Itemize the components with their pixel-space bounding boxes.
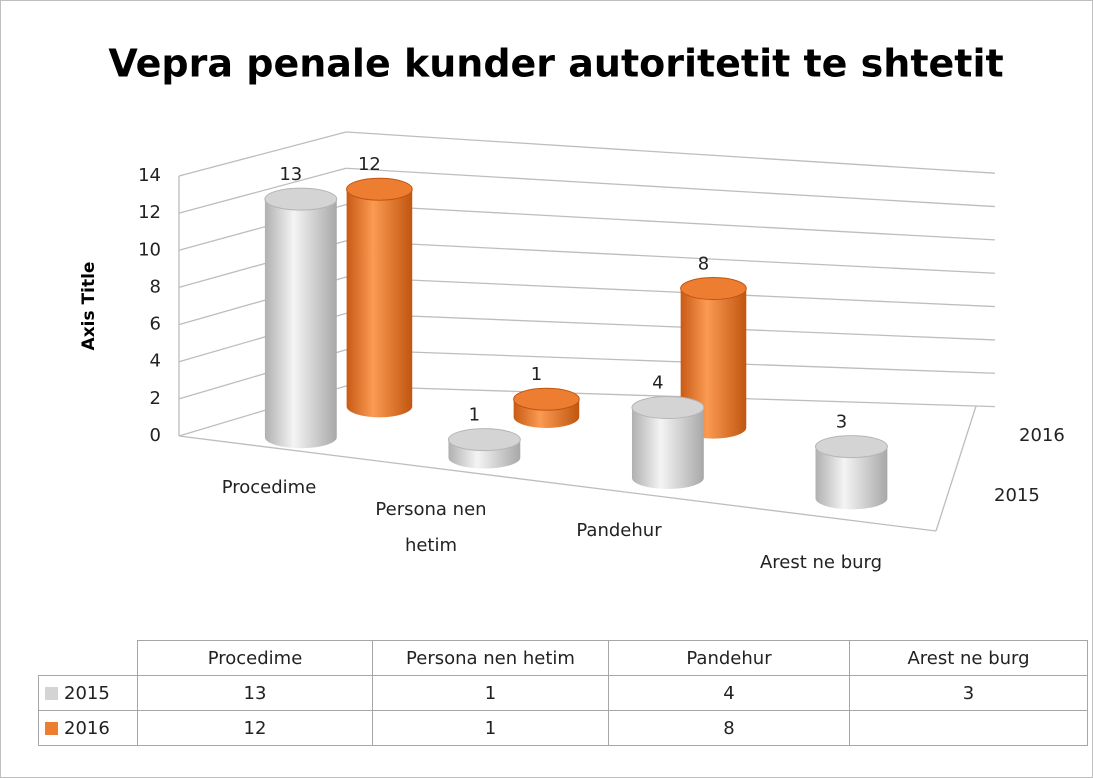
cylinder-top	[264, 187, 338, 211]
cylinder-body	[631, 407, 704, 489]
y-tick-label: 14	[138, 165, 161, 186]
legend-swatch	[45, 721, 58, 735]
table-corner	[38, 640, 138, 676]
grid-line	[345, 167, 995, 208]
floor-edge	[935, 405, 977, 532]
y-tick-label: 8	[150, 276, 161, 297]
data-label: 1	[469, 405, 480, 426]
cylinder-top	[513, 387, 580, 411]
table-cell: 13	[137, 675, 373, 711]
grid-line	[178, 131, 347, 177]
y-tick-label: 0	[150, 425, 161, 446]
grid-line	[345, 312, 995, 341]
cylinder-top	[346, 177, 413, 201]
cylinder-top	[631, 396, 705, 420]
grid-line	[345, 240, 995, 274]
cylinder-top	[447, 428, 521, 452]
y-tick-label: 4	[150, 351, 161, 372]
depth-tick-label: 2016	[1019, 425, 1065, 446]
table-header-cell: Persona nen hetim	[372, 640, 609, 676]
table-header-row: Procedime Persona nen hetim Pandehur Arest …	[38, 640, 1088, 676]
table-row: 2015 13 1 4 3	[38, 675, 1088, 711]
data-label: 8	[698, 254, 709, 275]
table-cell: 8	[608, 710, 850, 746]
table-header-cell: Arest ne burg	[849, 640, 1088, 676]
cylinder-top	[815, 435, 888, 459]
y-tick-label: 10	[138, 239, 161, 260]
table-cell: 1	[372, 710, 609, 746]
legend-label: 2015	[64, 682, 110, 704]
table-header-cell: Pandehur	[608, 640, 850, 676]
grid-line	[345, 276, 995, 308]
data-table: Procedime Persona nen hetim Pandehur Arest …	[38, 640, 1088, 746]
legend-swatch	[45, 686, 58, 700]
table-cell: 12	[137, 710, 373, 746]
table-cell: 1	[372, 675, 609, 711]
x-tick-label: Pandehur	[576, 520, 662, 541]
data-label: 13	[279, 164, 302, 185]
cylinder-body	[346, 189, 413, 418]
cylinder-body	[264, 199, 337, 449]
y-tick-label: 6	[150, 314, 161, 335]
table-cell: 4	[608, 675, 850, 711]
grid-line	[345, 131, 995, 174]
y-tick-label: 12	[138, 202, 161, 223]
table-cell: 3	[849, 675, 1088, 711]
data-label: 12	[358, 154, 381, 175]
y-axis-label: Axis Title	[79, 262, 99, 351]
data-label: 3	[836, 412, 847, 433]
grid-line	[345, 203, 995, 241]
data-label: 1	[531, 364, 542, 385]
x-tick-label: Persona nen hetim	[375, 499, 487, 556]
table-row-label: 2016	[38, 710, 138, 746]
x-tick-label: Procedime	[221, 477, 317, 498]
grid-line	[178, 167, 347, 214]
grid-line	[345, 349, 995, 374]
cylinder-body	[815, 446, 888, 510]
cylinder-top	[680, 277, 747, 301]
table-header-cell: Procedime	[137, 640, 373, 676]
x-tick-label: Arest ne burg	[759, 552, 883, 573]
data-label: 4	[652, 373, 663, 394]
table-row: 2016 12 1 8	[38, 710, 1088, 746]
table-row-label: 2015	[38, 675, 138, 711]
table-cell	[849, 710, 1088, 746]
floor-edge	[178, 435, 937, 532]
y-tick-label: 2	[150, 388, 161, 409]
chart-title: Vepra penale kunder autoritetit te shtet…	[108, 42, 1003, 86]
legend-label: 2016	[64, 717, 110, 739]
depth-tick-label: 2015	[994, 485, 1040, 506]
